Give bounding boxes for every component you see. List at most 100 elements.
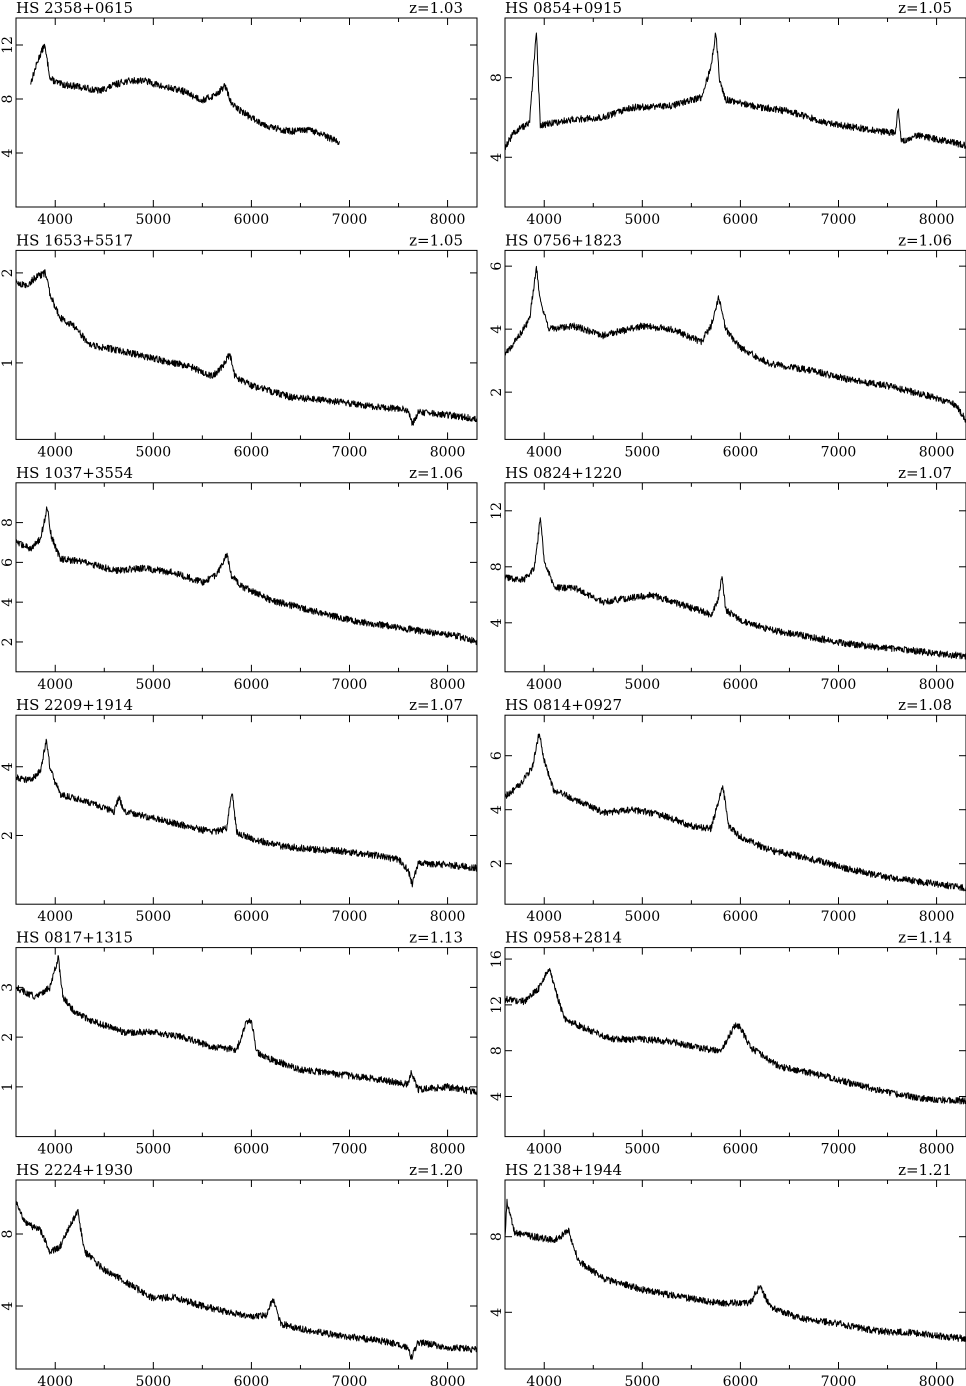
x-tick-label: 8000 xyxy=(430,1374,466,1386)
x-tick-label: 6000 xyxy=(234,677,270,693)
panel-title: HS 1653+5517 xyxy=(16,231,133,249)
panel-title: HS 0854+0915 xyxy=(505,0,622,17)
y-tick-label: 8 xyxy=(489,1232,505,1241)
x-tick-label: 8000 xyxy=(430,677,466,693)
y-tick-label: 8 xyxy=(489,562,505,571)
x-tick-label: 7000 xyxy=(821,677,857,693)
spectrum-line xyxy=(15,269,478,426)
y-tick-label: 4 xyxy=(0,148,16,157)
redshift-label: z=1.06 xyxy=(898,231,952,249)
x-tick-label: 8000 xyxy=(430,909,466,925)
x-tick-label: 5000 xyxy=(135,1374,171,1386)
y-tick-label: 8 xyxy=(0,518,16,527)
x-tick-label: 8000 xyxy=(919,444,955,460)
x-tick-label: 5000 xyxy=(624,909,660,925)
plot-frame xyxy=(504,1179,966,1370)
spectrum-line xyxy=(15,738,478,888)
x-tick-label: 6000 xyxy=(234,212,270,228)
panel-title: HS 2138+1944 xyxy=(505,1161,622,1179)
spectrum-panel-12: HS 2138+1944 z=1.21 4000 5000 6000 7000 8000 4 8 xyxy=(489,1161,966,1386)
x-tick-label: 7000 xyxy=(821,212,857,228)
x-tick-label: 5000 xyxy=(624,212,660,228)
y-tick-label: 6 xyxy=(489,262,505,271)
x-tick-label: 4000 xyxy=(526,1142,562,1158)
y-tick-label: 4 xyxy=(0,598,16,607)
y-tick-label: 4 xyxy=(489,805,505,814)
x-tick-label: 4000 xyxy=(526,444,562,460)
x-tick-label: 6000 xyxy=(234,909,270,925)
spectrum-line xyxy=(504,265,966,423)
y-tick-label: 4 xyxy=(489,1308,505,1317)
spectrum-panel-2: HS 0854+0915 z=1.05 4000 5000 6000 7000 8000 4 8 xyxy=(489,0,966,228)
x-tick-label: 7000 xyxy=(332,1374,368,1386)
y-tick-label: 12 xyxy=(0,36,16,54)
spectrum-line xyxy=(15,506,478,646)
panel-title: HS 2224+1930 xyxy=(16,1161,133,1179)
x-tick-label: 7000 xyxy=(821,1374,857,1386)
plot-frame xyxy=(15,249,478,440)
x-tick-label: 7000 xyxy=(332,677,368,693)
spectrum-line xyxy=(504,32,966,151)
plot-frame xyxy=(15,17,478,208)
x-tick-label: 8000 xyxy=(919,1142,955,1158)
x-tick-label: 4000 xyxy=(526,1374,562,1386)
spectrum-panel-4: HS 0756+1823 z=1.06 4000 5000 6000 7000 8000 2 4… xyxy=(489,231,966,460)
y-tick-label: 4 xyxy=(489,1092,505,1101)
panel-title: HS 0958+2814 xyxy=(505,929,622,947)
redshift-label: z=1.13 xyxy=(409,929,463,947)
panel-title: HS 1037+3554 xyxy=(16,464,133,482)
x-tick-label: 6000 xyxy=(234,1142,270,1158)
y-tick-label: 4 xyxy=(0,1301,16,1310)
spectrum-line xyxy=(30,43,340,145)
y-tick-label: 8 xyxy=(489,73,505,82)
spectrum-panel-1: HS 2358+0615 z=1.03 4000 5000 6000 7000 8000 4 8… xyxy=(0,0,478,228)
x-tick-label: 5000 xyxy=(624,677,660,693)
plot-frame xyxy=(15,482,478,673)
y-tick-label: 2 xyxy=(489,388,505,397)
y-tick-label: 4 xyxy=(489,618,505,627)
y-tick-label: 6 xyxy=(0,558,16,567)
y-tick-label: 8 xyxy=(0,1230,16,1239)
y-tick-label: 2 xyxy=(489,859,505,868)
x-tick-label: 5000 xyxy=(624,444,660,460)
redshift-label: z=1.07 xyxy=(898,464,952,482)
panel-title: HS 0756+1823 xyxy=(505,231,622,249)
x-tick-label: 6000 xyxy=(723,212,759,228)
plot-frame xyxy=(15,1179,478,1370)
y-tick-label: 1 xyxy=(0,358,16,367)
x-tick-label: 7000 xyxy=(821,909,857,925)
panel-title: HS 0817+1315 xyxy=(16,929,133,947)
y-tick-label: 2 xyxy=(0,268,16,277)
plot-frame xyxy=(504,482,966,673)
panel-title: HS 0814+0927 xyxy=(505,696,622,714)
x-tick-label: 6000 xyxy=(723,909,759,925)
y-tick-label: 4 xyxy=(0,762,16,771)
spectrum-panel-10: HS 0958+2814 z=1.14 4000 5000 6000 7000 8000 4 8… xyxy=(489,929,966,1158)
redshift-label: z=1.08 xyxy=(898,696,952,714)
x-tick-label: 6000 xyxy=(234,1374,270,1386)
x-tick-label: 6000 xyxy=(723,444,759,460)
x-tick-label: 8000 xyxy=(919,212,955,228)
x-tick-label: 6000 xyxy=(234,444,270,460)
x-tick-label: 6000 xyxy=(723,1142,759,1158)
plot-frame xyxy=(504,947,966,1138)
plot-frame xyxy=(504,17,966,208)
spectrum-line xyxy=(504,1198,966,1342)
x-tick-label: 5000 xyxy=(135,677,171,693)
x-tick-label: 6000 xyxy=(723,677,759,693)
x-tick-label: 8000 xyxy=(919,677,955,693)
plot-frame xyxy=(15,947,478,1138)
x-tick-label: 7000 xyxy=(821,1142,857,1158)
y-tick-label: 2 xyxy=(0,831,16,840)
y-tick-label: 4 xyxy=(489,153,505,162)
x-tick-label: 5000 xyxy=(135,909,171,925)
x-tick-label: 4000 xyxy=(526,212,562,228)
y-tick-label: 2 xyxy=(0,637,16,646)
y-tick-label: 8 xyxy=(489,1046,505,1055)
redshift-label: z=1.20 xyxy=(409,1161,463,1179)
redshift-label: z=1.03 xyxy=(409,0,463,17)
panel-title: HS 0824+1220 xyxy=(505,464,622,482)
x-tick-label: 8000 xyxy=(430,1142,466,1158)
y-tick-label: 6 xyxy=(489,751,505,760)
